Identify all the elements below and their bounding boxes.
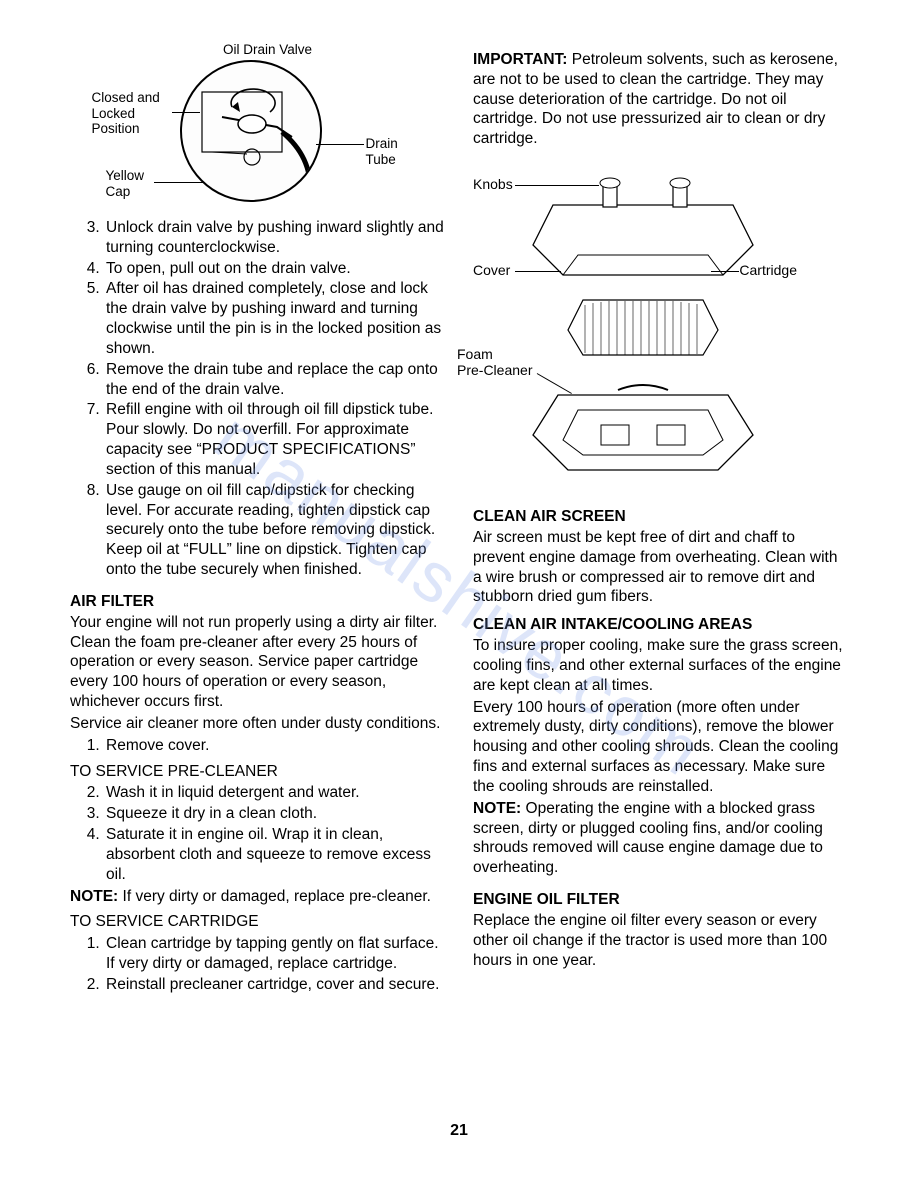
note-label: NOTE: [473,800,521,817]
air-filter-exploded-figure: Knobs Cover Cartridge Foam Pre-Cleaner [473,155,793,495]
lead-line [515,185,599,186]
list-item: Reinstall precleaner cartridge, cover an… [104,975,445,995]
note-text: If very dirty or damaged, replace pre-cl… [118,888,431,905]
engine-oil-filter-heading: ENGINE OIL FILTER [473,890,848,910]
list-item: Squeeze it dry in a clean cloth. [104,804,445,824]
list-item: Use gauge on oil fill cap/dipstick for c… [104,481,445,580]
list-item: Saturate it in engine oil. Wrap it in cl… [104,825,445,884]
valve-diagram-circle [180,60,322,202]
engine-oil-filter-text: Replace the engine oil filter every seas… [473,911,848,970]
cartridge-heading: TO SERVICE CARTRIDGE [70,912,445,932]
remove-cover-step: Remove cover. [70,736,445,756]
list-item: Unlock drain valve by pushing inward sli… [104,218,445,258]
lead-line [316,144,364,145]
cover-label: Cover [473,263,510,278]
two-column-layout: Oil Drain Valve Closed and Locked Positi… [70,50,848,1007]
cartridge-steps: Clean cartridge by tapping gently on fla… [70,934,445,994]
lead-line [515,271,561,272]
precleaner-heading: TO SERVICE PRE-CLEANER [70,762,445,782]
oil-drain-steps: Unlock drain valve by pushing inward sli… [70,218,445,580]
left-column: Oil Drain Valve Closed and Locked Positi… [70,50,445,1007]
air-filter-paragraph-2: Service air cleaner more often under dus… [70,714,445,734]
intake-paragraph-1: To insure proper cooling, make sure the … [473,636,848,695]
list-item: To open, pull out on the drain valve. [104,259,445,279]
foam-precleaner-label: Foam Pre-Cleaner [457,347,532,378]
important-note: IMPORTANT: Petroleum solvents, such as k… [473,50,848,149]
list-item: Wash it in liquid detergent and water. [104,783,445,803]
page-number: 21 [0,1122,918,1140]
list-item: After oil has drained completely, close … [104,279,445,358]
intake-cooling-heading: CLEAN AIR INTAKE/COOLING AREAS [473,615,848,635]
list-item: Clean cartridge by tapping gently on fla… [104,934,445,974]
note-label: NOTE: [70,888,118,905]
air-filter-paragraph: Your engine will not run properly using … [70,613,445,712]
intake-paragraph-2: Every 100 hours of operation (more often… [473,698,848,797]
precleaner-steps: Wash it in liquid detergent and water. S… [70,783,445,884]
list-item: Remove the drain tube and replace the ca… [104,360,445,400]
knobs-label: Knobs [473,177,513,192]
important-label: IMPORTANT: [473,51,567,68]
intake-note: NOTE: Operating the engine with a blocke… [473,799,848,878]
list-item: Remove cover. [104,736,445,756]
drain-tube-label: Drain Tube [366,136,416,167]
lead-line [172,112,200,113]
clean-air-screen-text: Air screen must be kept free of dirt and… [473,528,848,607]
note-text: Operating the engine with a blocked gras… [473,800,823,876]
lead-line [711,271,739,272]
yellow-cap-label: Yellow Cap [106,168,166,199]
clean-air-screen-heading: CLEAN AIR SCREEN [473,507,848,527]
list-item: Refill engine with oil through oil fill … [104,400,445,479]
precleaner-note: NOTE: If very dirty or damaged, replace … [70,887,445,907]
closed-locked-label: Closed and Locked Position [92,90,174,137]
right-column: IMPORTANT: Petroleum solvents, such as k… [473,50,848,1007]
figure-caption: Oil Drain Valve [198,42,338,58]
cartridge-label: Cartridge [739,263,797,278]
manual-page: manualshive.com Oil Drain Valve [0,0,918,1188]
air-filter-heading: AIR FILTER [70,592,445,612]
lead-line [154,182,204,183]
oil-drain-valve-figure: Oil Drain Valve Closed and Locked Positi… [98,50,418,210]
